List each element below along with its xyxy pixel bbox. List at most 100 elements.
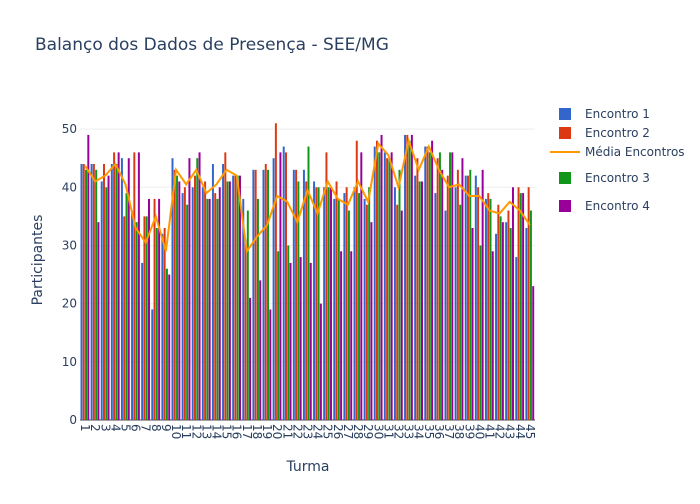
- bar-encontro-3-22[interactable]: [297, 181, 300, 420]
- bar-encontro-2-9[interactable]: [163, 228, 166, 420]
- bar-encontro-1-24[interactable]: [313, 181, 316, 420]
- bar-encontro-2-10[interactable]: [173, 169, 176, 420]
- bar-encontro-3-16[interactable]: [236, 175, 239, 420]
- bar-encontro-3-33[interactable]: [408, 140, 411, 420]
- bar-encontro-4-38[interactable]: [461, 158, 464, 420]
- bar-encontro-1-16[interactable]: [232, 175, 235, 420]
- bar-encontro-2-8[interactable]: [153, 198, 156, 420]
- bar-encontro-3-31[interactable]: [388, 158, 391, 420]
- bar-encontro-1-36[interactable]: [434, 193, 437, 420]
- bar-encontro-2-30[interactable]: [376, 140, 378, 420]
- bar-encontro-3-17[interactable]: [246, 210, 249, 420]
- bar-encontro-3-30[interactable]: [378, 152, 381, 420]
- bar-encontro-1-4[interactable]: [110, 164, 113, 420]
- bar-encontro-1-35[interactable]: [424, 146, 427, 420]
- bar-encontro-3-9[interactable]: [165, 268, 168, 420]
- bar-encontro-2-4[interactable]: [113, 152, 116, 420]
- bar-encontro-3-39[interactable]: [469, 169, 472, 420]
- bar-encontro-3-24[interactable]: [317, 187, 320, 420]
- bar-encontro-2-1[interactable]: [82, 164, 85, 420]
- bar-encontro-2-6[interactable]: [133, 152, 136, 420]
- bar-encontro-4-26[interactable]: [340, 251, 343, 420]
- bar-encontro-4-17[interactable]: [249, 297, 252, 420]
- bar-encontro-3-32[interactable]: [398, 169, 401, 420]
- legend-item-média-encontros[interactable]: Média Encontros: [550, 145, 685, 159]
- bar-encontro-4-18[interactable]: [259, 280, 262, 420]
- bar-encontro-3-36[interactable]: [438, 152, 441, 420]
- bar-encontro-3-10[interactable]: [176, 175, 179, 420]
- bar-encontro-1-28[interactable]: [353, 187, 356, 420]
- bar-encontro-4-35[interactable]: [431, 140, 434, 420]
- bar-encontro-1-3[interactable]: [100, 181, 103, 420]
- bar-encontro-4-45[interactable]: [532, 286, 535, 420]
- bar-encontro-3-19[interactable]: [267, 169, 270, 420]
- bar-encontro-3-45[interactable]: [529, 210, 532, 420]
- bar-encontro-4-6[interactable]: [137, 152, 140, 420]
- bar-encontro-3-1[interactable]: [85, 169, 88, 420]
- bar-encontro-4-43[interactable]: [511, 187, 514, 420]
- bar-encontro-4-34[interactable]: [420, 181, 423, 420]
- bar-encontro-2-29[interactable]: [365, 204, 368, 420]
- bar-encontro-3-41[interactable]: [489, 198, 492, 420]
- bar-encontro-4-39[interactable]: [471, 228, 474, 420]
- bar-encontro-4-29[interactable]: [370, 222, 373, 420]
- bar-encontro-2-17[interactable]: [244, 239, 247, 420]
- bar-encontro-3-14[interactable]: [216, 198, 219, 420]
- bar-encontro-1-26[interactable]: [333, 198, 336, 420]
- bar-encontro-4-19[interactable]: [269, 309, 272, 420]
- bar-encontro-4-15[interactable]: [228, 181, 231, 420]
- bar-encontro-2-34[interactable]: [416, 158, 419, 420]
- bar-encontro-2-24[interactable]: [315, 187, 318, 420]
- bar-encontro-2-11[interactable]: [183, 187, 186, 420]
- bar-encontro-2-42[interactable]: [497, 204, 500, 420]
- bar-encontro-2-28[interactable]: [355, 140, 358, 420]
- bar-encontro-1-6[interactable]: [131, 210, 134, 420]
- line-média-encontros[interactable]: [84, 137, 531, 254]
- bar-encontro-1-8[interactable]: [151, 309, 154, 420]
- bar-encontro-2-14[interactable]: [214, 193, 217, 420]
- legend[interactable]: Encontro 1 Encontro 2 Média Encontros Encon…: [550, 107, 685, 213]
- bar-encontro-3-26[interactable]: [337, 198, 340, 420]
- bar-encontro-1-44[interactable]: [515, 257, 518, 420]
- bar-encontro-4-4[interactable]: [117, 152, 120, 420]
- bar-encontro-3-34[interactable]: [418, 181, 421, 420]
- legend-item-encontro-3[interactable]: Encontro 3: [559, 171, 650, 185]
- bar-encontro-2-33[interactable]: [406, 134, 409, 420]
- bar-encontro-4-30[interactable]: [380, 134, 383, 420]
- bar-encontro-3-5[interactable]: [125, 193, 128, 420]
- bar-encontro-2-44[interactable]: [517, 187, 520, 420]
- bar-encontro-1-25[interactable]: [323, 187, 326, 420]
- bar-encontro-3-20[interactable]: [277, 251, 280, 420]
- bar-encontro-1-14[interactable]: [211, 164, 214, 420]
- bar-encontro-3-6[interactable]: [135, 222, 138, 420]
- bar-encontro-4-44[interactable]: [522, 193, 525, 420]
- bar-encontro-3-2[interactable]: [95, 169, 98, 420]
- bar-encontro-2-19[interactable]: [264, 164, 267, 420]
- bar-encontro-1-23[interactable]: [302, 169, 305, 420]
- bar-encontro-2-18[interactable]: [254, 169, 257, 420]
- bar-encontro-1-20[interactable]: [272, 158, 275, 420]
- bar-encontro-3-23[interactable]: [307, 146, 310, 420]
- bar-encontro-3-11[interactable]: [186, 204, 189, 420]
- bar-encontro-4-31[interactable]: [390, 152, 393, 420]
- bar-encontro-4-10[interactable]: [178, 181, 181, 420]
- bar-encontro-2-16[interactable]: [234, 175, 237, 420]
- bar-encontro-4-9[interactable]: [168, 274, 171, 420]
- bar-encontro-1-21[interactable]: [282, 146, 285, 420]
- bar-encontro-3-42[interactable]: [499, 216, 502, 420]
- bar-encontro-2-31[interactable]: [386, 158, 389, 420]
- bar-encontro-4-22[interactable]: [299, 257, 302, 420]
- bar-encontro-2-15[interactable]: [224, 152, 227, 420]
- bar-encontro-3-15[interactable]: [226, 181, 229, 420]
- bar-encontro-3-7[interactable]: [145, 216, 148, 420]
- bar-encontro-1-38[interactable]: [454, 187, 457, 420]
- bar-encontro-3-21[interactable]: [287, 245, 290, 420]
- bar-encontro-4-1[interactable]: [87, 134, 90, 420]
- bar-encontro-2-27[interactable]: [345, 187, 348, 420]
- bar-encontro-1-17[interactable]: [242, 198, 245, 420]
- bar-encontro-1-27[interactable]: [343, 193, 346, 420]
- bar-encontro-2-21[interactable]: [285, 152, 287, 420]
- bar-encontro-2-23[interactable]: [305, 181, 308, 420]
- bar-encontro-2-22[interactable]: [295, 169, 298, 420]
- bar-encontro-4-23[interactable]: [309, 262, 312, 420]
